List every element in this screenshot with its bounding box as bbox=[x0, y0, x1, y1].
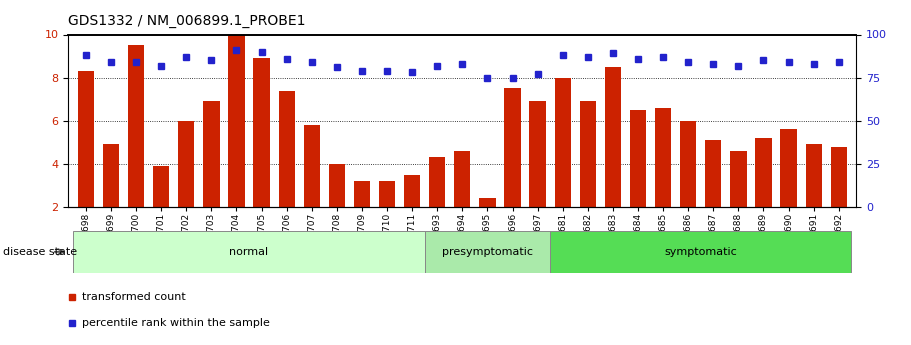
Bar bbox=[203, 101, 220, 207]
Bar bbox=[655, 108, 671, 207]
Bar bbox=[805, 145, 822, 207]
Bar bbox=[404, 175, 420, 207]
Bar bbox=[550, 231, 851, 273]
Text: percentile rank within the sample: percentile rank within the sample bbox=[82, 318, 271, 328]
Text: transformed count: transformed count bbox=[82, 293, 186, 302]
Bar bbox=[529, 101, 546, 207]
Bar bbox=[429, 157, 445, 207]
Bar bbox=[353, 181, 370, 207]
Bar bbox=[781, 129, 797, 207]
Bar bbox=[103, 145, 119, 207]
Bar bbox=[731, 151, 746, 207]
Bar bbox=[379, 181, 395, 207]
Bar bbox=[153, 166, 169, 207]
Bar bbox=[253, 58, 270, 207]
Bar bbox=[329, 164, 345, 207]
Bar bbox=[705, 140, 722, 207]
Bar bbox=[555, 78, 571, 207]
Bar bbox=[605, 67, 621, 207]
Bar bbox=[74, 231, 425, 273]
Bar bbox=[479, 198, 496, 207]
Bar bbox=[425, 231, 550, 273]
Bar bbox=[77, 71, 94, 207]
Text: symptomatic: symptomatic bbox=[664, 247, 737, 257]
Bar bbox=[279, 90, 295, 207]
Bar bbox=[303, 125, 320, 207]
Text: normal: normal bbox=[230, 247, 269, 257]
Bar bbox=[831, 147, 847, 207]
Bar bbox=[630, 110, 646, 207]
Bar bbox=[229, 34, 245, 207]
Bar bbox=[505, 88, 521, 207]
Bar bbox=[680, 121, 696, 207]
Bar bbox=[579, 101, 596, 207]
Bar bbox=[128, 45, 144, 207]
Text: disease state: disease state bbox=[3, 247, 77, 257]
Text: presymptomatic: presymptomatic bbox=[442, 247, 533, 257]
Bar bbox=[179, 121, 194, 207]
Bar bbox=[755, 138, 772, 207]
Text: GDS1332 / NM_006899.1_PROBE1: GDS1332 / NM_006899.1_PROBE1 bbox=[68, 14, 306, 28]
Bar bbox=[455, 151, 470, 207]
